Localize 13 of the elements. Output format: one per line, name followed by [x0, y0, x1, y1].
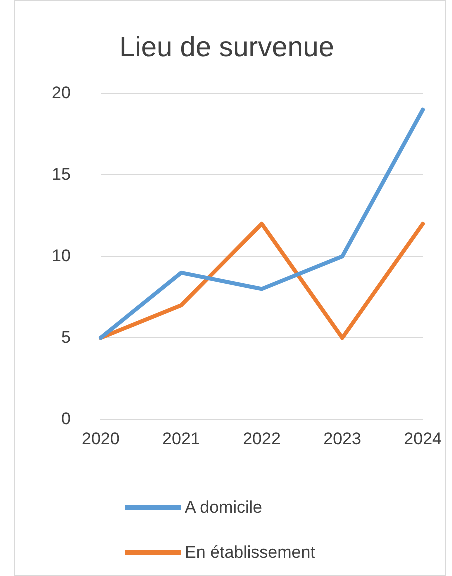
y-tick-label: 15	[52, 164, 71, 184]
legend-label: En établissement	[185, 542, 316, 562]
y-tick-label: 20	[52, 83, 71, 102]
x-tick-label: 2024	[404, 429, 442, 448]
x-tick-label: 2020	[82, 429, 120, 448]
y-tick-label: 0	[61, 409, 71, 428]
legend-label: A domicile	[185, 498, 262, 518]
x-tick-label: 2023	[324, 429, 362, 448]
x-tick-label: 2022	[243, 429, 281, 448]
y-tick-label: 10	[52, 246, 71, 266]
chart-title: Lieu de survenue	[120, 32, 334, 63]
x-tick-label: 2021	[162, 429, 200, 448]
y-tick-label: 5	[61, 328, 71, 347]
